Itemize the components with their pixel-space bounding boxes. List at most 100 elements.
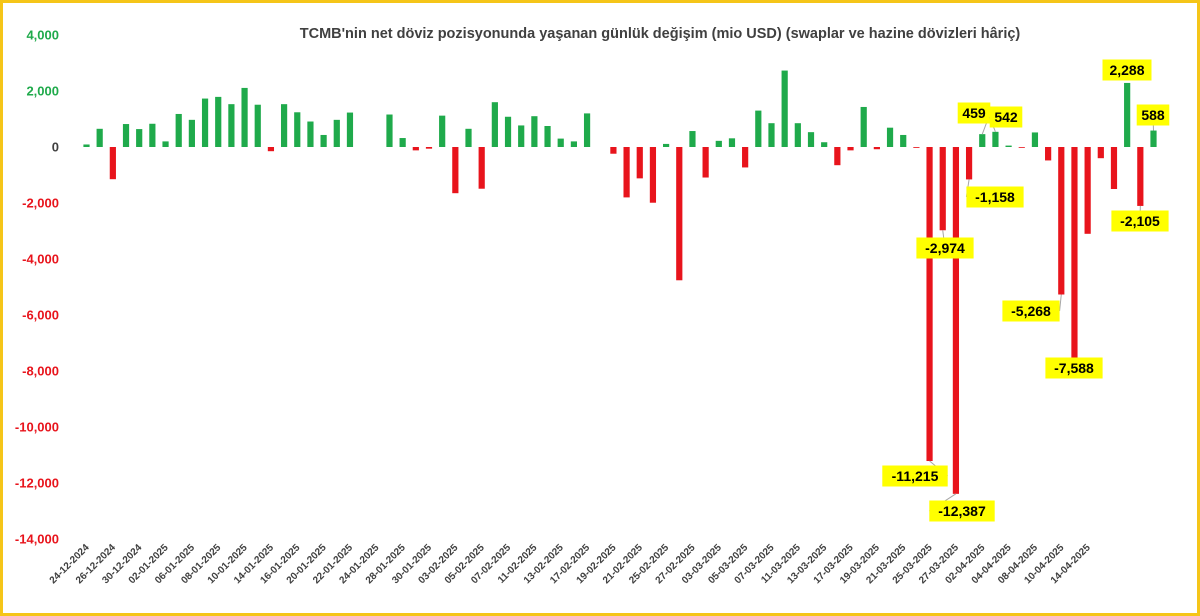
- bar: [267, 147, 275, 152]
- bar: [1150, 130, 1157, 147]
- data-label-box: [957, 102, 991, 124]
- bar: [412, 147, 419, 151]
- y-tick-label: 4,000: [26, 28, 59, 43]
- y-axis: 4,000 2,000 0 -2,000 -4,000 -6,000 -8,000 -10,0…: [15, 28, 59, 547]
- bar: [728, 138, 736, 147]
- bar: [676, 147, 683, 281]
- data-label-box: [1045, 357, 1103, 379]
- data-label: -11,215: [892, 468, 939, 484]
- bar: [478, 147, 485, 189]
- y-tick-label: -6,000: [22, 308, 59, 323]
- bar: [83, 144, 90, 147]
- bar: [689, 131, 696, 147]
- y-tick-label: -10,000: [15, 420, 59, 435]
- data-label: -2,105: [1120, 213, 1160, 229]
- bar-series: [83, 70, 1157, 494]
- bar: [201, 98, 209, 147]
- bar: [886, 127, 894, 147]
- y-tick-label: -4,000: [22, 252, 59, 267]
- bar: [702, 147, 709, 178]
- bar: [1137, 147, 1144, 206]
- bar: [873, 147, 880, 150]
- bar: [821, 142, 828, 147]
- bar: [1005, 145, 1012, 147]
- data-label-box: [929, 500, 995, 522]
- data-labels: -11,215 -2,974 -12,387 -1,158 459 542 -5,268 -7…: [882, 59, 1170, 522]
- bar: [583, 113, 591, 147]
- data-label-box: [1102, 59, 1152, 81]
- bar: [531, 116, 538, 147]
- bar: [162, 141, 169, 147]
- data-label: 2,288: [1109, 62, 1144, 78]
- data-label: 542: [994, 109, 1018, 125]
- bar: [1110, 147, 1118, 189]
- bar: [610, 147, 617, 154]
- bar: [386, 114, 393, 147]
- data-label-box: [966, 186, 1024, 208]
- bar: [834, 147, 841, 166]
- y-tick-label: -12,000: [15, 476, 59, 491]
- data-label-box: [989, 106, 1023, 128]
- bar: [715, 140, 722, 147]
- bar: [952, 147, 960, 494]
- y-tick-label: -8,000: [22, 364, 59, 379]
- bar: [1045, 147, 1052, 161]
- bar: [768, 123, 775, 147]
- bar: [794, 123, 801, 147]
- bar: [188, 119, 195, 147]
- bar: [136, 129, 143, 147]
- bar: [439, 115, 446, 147]
- bar: [1097, 147, 1104, 159]
- bar: [900, 134, 907, 147]
- bar: [1058, 147, 1065, 295]
- data-label-box: [882, 465, 948, 487]
- bar: [241, 87, 248, 147]
- bar: [570, 141, 577, 147]
- data-label: 588: [1141, 107, 1165, 123]
- bar: [742, 147, 749, 168]
- bar: [992, 131, 999, 147]
- bar: [979, 134, 986, 147]
- data-label: -5,268: [1011, 303, 1051, 319]
- bar: [109, 147, 116, 180]
- data-label: -7,588: [1054, 360, 1094, 376]
- y-tick-label: 0: [52, 140, 59, 155]
- bar: [807, 132, 815, 147]
- bar: [175, 113, 182, 147]
- bar: [663, 143, 670, 147]
- bar: [755, 110, 762, 147]
- data-label-box: [1111, 210, 1169, 232]
- bar: [346, 112, 354, 147]
- bar: [504, 116, 512, 147]
- data-label: -1,158: [975, 189, 1015, 205]
- data-label: -2,974: [925, 240, 965, 256]
- data-label-leader: [1059, 294, 1062, 312]
- bar: [847, 147, 854, 151]
- bar: [149, 123, 156, 147]
- bar: [294, 112, 301, 147]
- bar: [913, 147, 920, 148]
- data-label-box: [1136, 104, 1170, 126]
- bar: [96, 128, 103, 147]
- chart-title: TCMB'nin net döviz pozisyonunda yaşanan …: [300, 26, 1021, 42]
- bar: [518, 125, 525, 147]
- bar: [122, 124, 130, 147]
- bar: [307, 121, 314, 147]
- bar: [544, 126, 551, 147]
- bar: [215, 96, 222, 147]
- bar: [860, 106, 867, 147]
- bar: [1124, 82, 1131, 147]
- data-label-box: [916, 237, 974, 259]
- bar: [636, 147, 643, 179]
- bar: [254, 104, 261, 147]
- bar: [228, 104, 235, 147]
- bar: [965, 147, 973, 180]
- bar: [939, 147, 946, 231]
- y-tick-label: -2,000: [22, 196, 59, 211]
- bar: [1031, 132, 1039, 147]
- data-label-box: [1002, 300, 1060, 322]
- bar: [280, 104, 288, 147]
- bar: [781, 70, 788, 147]
